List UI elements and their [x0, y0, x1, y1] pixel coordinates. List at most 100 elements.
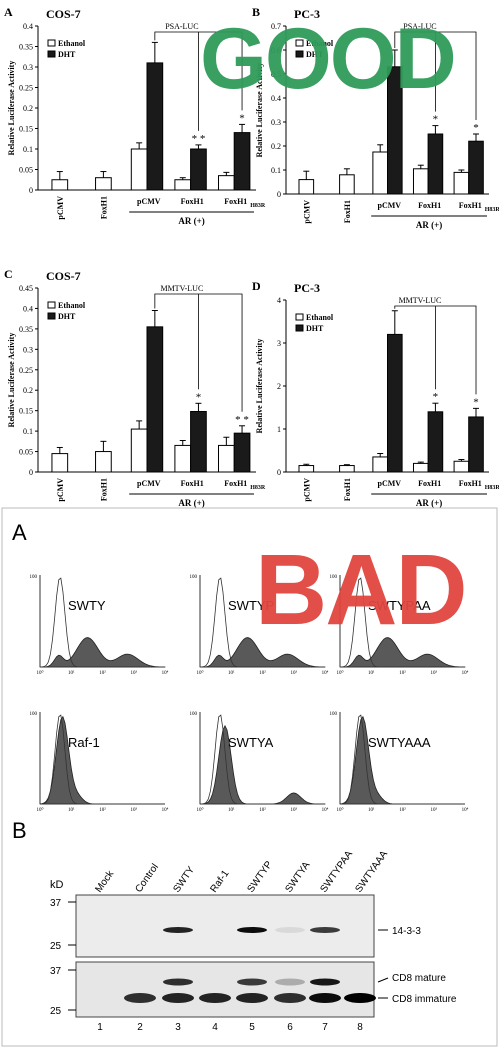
y-tick-label: 0.7	[271, 22, 281, 31]
y-tick-label: 0.05	[19, 448, 33, 457]
hist-x-tick: 10³	[131, 807, 138, 813]
reporter-label: PSA-LUC	[165, 22, 198, 31]
hist-y-tick: 100	[30, 712, 38, 717]
histogram-label: SWTYAAA	[368, 735, 431, 750]
significance-mark: *	[239, 112, 245, 124]
bar-ethanol	[298, 465, 315, 473]
hist-x-tick: 10⁰	[196, 807, 203, 813]
hist-x-tick: 10⁴	[162, 670, 169, 676]
reporter-label: MMTV-LUC	[399, 296, 442, 305]
y-tick-label: 0.35	[19, 325, 33, 334]
bar-ethanol	[372, 456, 389, 473]
category-label: FoxH1	[343, 200, 352, 223]
legend-swatch-dht	[295, 324, 304, 332]
category-subscript: H83R	[485, 485, 499, 491]
category-label: pCMV	[137, 197, 161, 206]
category-label: FoxH1	[181, 197, 204, 206]
band-cd8-mature	[237, 978, 267, 986]
mw-marker: 37	[50, 966, 62, 977]
bar-chart-d: D PC-3 0 1 2 3 4 Relative Luciferase Activity pC…	[252, 279, 499, 508]
hist-x-tick: 10¹	[68, 670, 75, 676]
legend-label: Ethanol	[58, 39, 86, 48]
y-tick-label: 1	[277, 425, 281, 434]
category-label: FoxH1	[459, 201, 482, 210]
y-tick-label: 0.2	[23, 104, 33, 113]
y-tick-label: 0.2	[271, 142, 281, 151]
hist-x-tick: 10³	[131, 670, 138, 676]
hist-x-tick: 10³	[291, 670, 298, 676]
hist-y-tick: 100	[330, 712, 338, 717]
hist-x-tick: 10¹	[68, 807, 75, 813]
mw-marker: 25	[50, 1006, 62, 1017]
band-label: CD8 immature	[392, 994, 457, 1005]
bar-ethanol	[95, 451, 112, 473]
hist-x-tick: 10³	[431, 807, 438, 813]
bar-dht	[387, 333, 403, 473]
bar-ethanol	[339, 174, 355, 195]
bar-dht	[427, 133, 444, 195]
histogram-label: SWTYA	[228, 735, 274, 750]
band-14-3-3	[237, 927, 267, 933]
panel-letter: D	[252, 279, 261, 293]
bar-dht	[233, 432, 251, 473]
hist-y-tick: 100	[330, 575, 338, 580]
y-axis-label: Relative Luciferase Activity	[255, 339, 264, 434]
lane-number: 4	[212, 1022, 218, 1033]
panel-letter: A	[12, 520, 27, 545]
lane-number: 5	[249, 1022, 255, 1033]
hist-x-tick: 10³	[291, 807, 298, 813]
y-tick-label: 0	[29, 468, 33, 477]
hist-y-tick: 100	[190, 712, 198, 717]
category-label: FoxH1	[224, 197, 247, 206]
lane-number: 7	[322, 1022, 328, 1033]
legend-swatch-dht	[47, 312, 56, 320]
legend-swatch-ethanol	[295, 39, 304, 47]
y-tick-label: 0.3	[23, 63, 33, 72]
band-cd8-immature	[236, 993, 268, 1003]
band-cd8-immature	[309, 993, 341, 1003]
histogram-label: Raf-1	[68, 735, 100, 750]
category-label: pCMV	[378, 201, 402, 210]
band-cd8-immature	[344, 993, 376, 1003]
significance-mark: * *	[192, 133, 206, 145]
stamp-layer: GOOD BAD	[200, 11, 468, 646]
category-label: FoxH1	[343, 478, 352, 501]
y-tick-label: 0.15	[19, 407, 33, 416]
hist-x-tick: 10⁰	[36, 670, 43, 676]
y-axis-label: Relative Luciferase Activity	[7, 61, 16, 156]
significance-mark: *	[473, 122, 479, 134]
legend-swatch-dht	[47, 50, 56, 58]
hist-x-tick: 10⁴	[162, 807, 169, 813]
bar-ethanol	[339, 465, 355, 473]
y-tick-label: 0.15	[19, 125, 33, 134]
group-label: AR (+)	[178, 498, 204, 508]
y-tick-label: 2	[277, 382, 281, 391]
category-label: FoxH1	[99, 478, 108, 501]
category-label: FoxH1	[418, 479, 441, 488]
hist-x-tick: 10¹	[368, 670, 375, 676]
y-tick-label: 0	[277, 190, 281, 199]
y-tick-label: 0.45	[19, 284, 33, 293]
hist-y-tick: 100	[30, 575, 38, 580]
histogram-swtya: 100 10⁰ 10¹ 10² 10³ 10⁴ SWTYA	[190, 712, 329, 813]
hist-x-tick: 10⁴	[462, 807, 469, 813]
chart-title: PC-3	[294, 7, 320, 21]
legend-label: Ethanol	[306, 313, 334, 322]
band-cd8-immature	[124, 993, 156, 1003]
hist-x-tick: 10⁴	[462, 670, 469, 676]
significance-mark: * *	[235, 414, 249, 426]
y-axis-label: Relative Luciferase Activity	[255, 63, 264, 158]
y-tick-label: 0	[29, 186, 33, 195]
bar-ethanol	[51, 179, 69, 191]
category-label: FoxH1	[181, 479, 204, 488]
y-tick-label: 0.1	[23, 427, 33, 436]
hist-x-tick: 10¹	[228, 807, 235, 813]
bar-ethanol	[453, 171, 470, 195]
bar-ethanol	[218, 175, 235, 191]
hist-x-tick: 10⁰	[196, 670, 203, 676]
hist-x-tick: 10⁴	[322, 670, 329, 676]
band-cd8-immature	[199, 993, 231, 1003]
y-tick-label: 0.3	[23, 345, 33, 354]
lane-number: 2	[137, 1022, 143, 1033]
